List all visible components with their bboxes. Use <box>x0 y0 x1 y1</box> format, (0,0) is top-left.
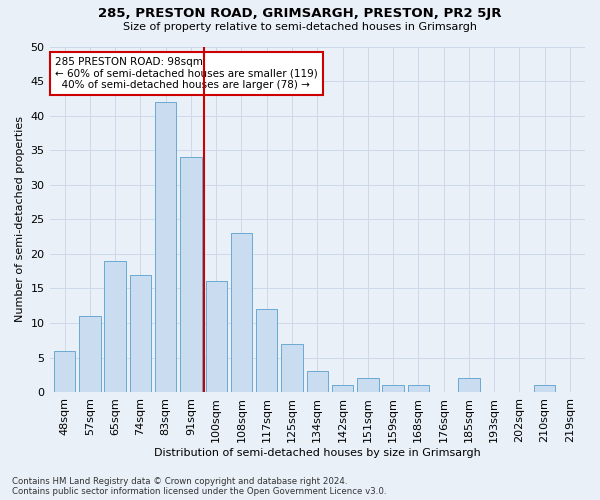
Bar <box>155 102 176 392</box>
Bar <box>104 261 126 392</box>
Bar <box>357 378 379 392</box>
Bar <box>54 350 76 392</box>
Bar <box>332 385 353 392</box>
Bar <box>79 316 101 392</box>
Bar <box>206 282 227 392</box>
Text: 285, PRESTON ROAD, GRIMSARGH, PRESTON, PR2 5JR: 285, PRESTON ROAD, GRIMSARGH, PRESTON, P… <box>98 8 502 20</box>
Y-axis label: Number of semi-detached properties: Number of semi-detached properties <box>15 116 25 322</box>
Text: Size of property relative to semi-detached houses in Grimsargh: Size of property relative to semi-detach… <box>123 22 477 32</box>
Bar <box>256 309 277 392</box>
Bar <box>130 274 151 392</box>
Text: 285 PRESTON ROAD: 98sqm
← 60% of semi-detached houses are smaller (119)
  40% of: 285 PRESTON ROAD: 98sqm ← 60% of semi-de… <box>55 57 317 90</box>
Bar <box>281 344 303 392</box>
Bar <box>407 385 429 392</box>
Bar <box>231 233 252 392</box>
X-axis label: Distribution of semi-detached houses by size in Grimsargh: Distribution of semi-detached houses by … <box>154 448 481 458</box>
Bar <box>307 372 328 392</box>
Text: Contains HM Land Registry data © Crown copyright and database right 2024.
Contai: Contains HM Land Registry data © Crown c… <box>12 476 386 496</box>
Bar <box>382 385 404 392</box>
Bar <box>534 385 556 392</box>
Bar <box>180 157 202 392</box>
Bar <box>458 378 479 392</box>
